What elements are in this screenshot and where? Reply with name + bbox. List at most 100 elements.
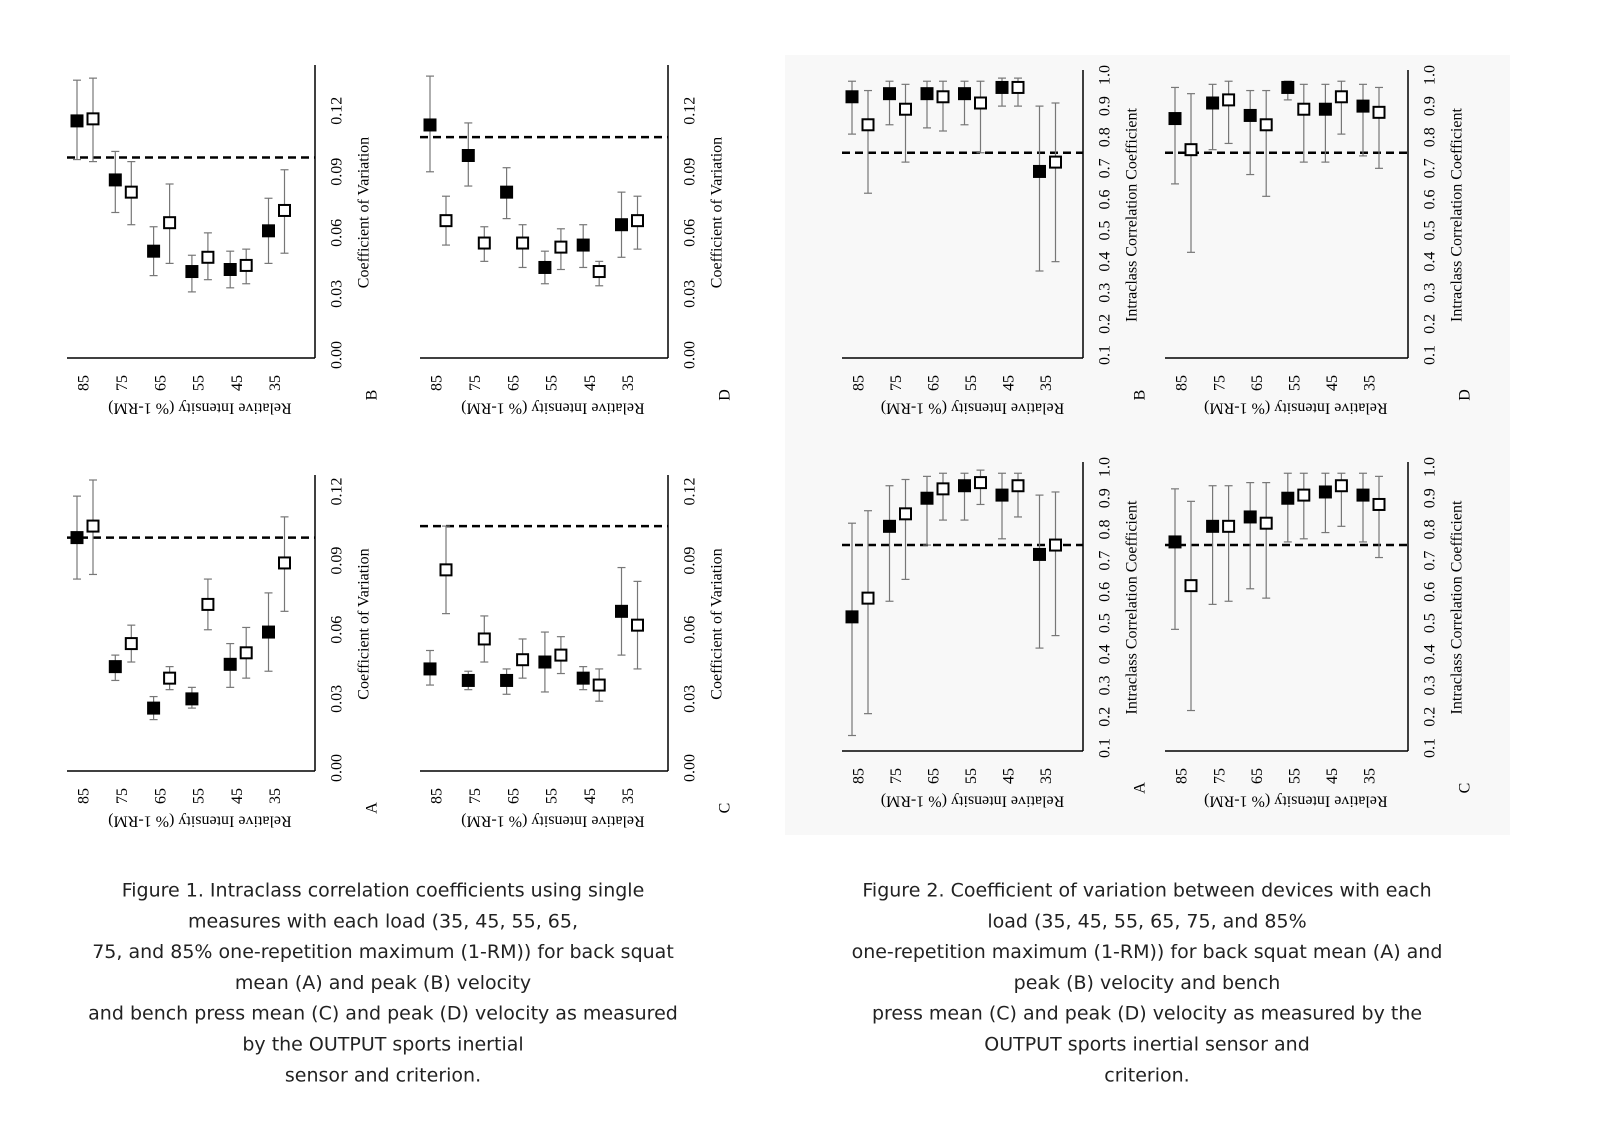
y-axis-title: Coefficient of Variation bbox=[356, 548, 373, 699]
open-square bbox=[239, 258, 253, 272]
open-square bbox=[861, 118, 875, 132]
open-square bbox=[861, 591, 875, 605]
open-square bbox=[899, 507, 912, 521]
x-tick-label: 85 bbox=[851, 375, 868, 391]
caption-line: one-repetition maximum (1-RM)) for back … bbox=[852, 941, 1443, 963]
open-square bbox=[477, 632, 491, 646]
x-tick-label: 35 bbox=[1362, 768, 1379, 784]
filled-square bbox=[845, 90, 859, 104]
filled-square bbox=[1281, 80, 1295, 94]
filled-square bbox=[958, 87, 971, 101]
y-tick-label: 0.7 bbox=[1422, 551, 1439, 571]
y-tick-label: 0.6 bbox=[1097, 189, 1114, 209]
filled-square bbox=[1033, 547, 1046, 561]
open-square bbox=[1049, 538, 1062, 552]
x-tick-label: 45 bbox=[229, 375, 246, 391]
x-tick-label: 65 bbox=[926, 768, 943, 784]
caption-line: OUTPUT sports inertial sensor and bbox=[984, 1034, 1310, 1056]
filled-square bbox=[223, 657, 237, 671]
open-square bbox=[163, 671, 177, 685]
x-tick-label: 85 bbox=[76, 788, 93, 804]
x-tick-label: 75 bbox=[888, 768, 905, 784]
filled-square bbox=[262, 625, 275, 639]
y-tick-label: 0.03 bbox=[682, 685, 699, 713]
y-tick-label: 0.8 bbox=[1422, 127, 1439, 147]
y-tick-label: 0.03 bbox=[682, 280, 699, 308]
y-tick-label: 0.1 bbox=[1097, 738, 1114, 758]
y-axis-title: Coefficient of Variation bbox=[356, 137, 373, 288]
x-tick-label: 85 bbox=[1174, 768, 1191, 784]
x-tick-label: 55 bbox=[1286, 375, 1303, 391]
open-square bbox=[1297, 102, 1311, 116]
filled-square bbox=[615, 218, 628, 232]
filled-square bbox=[920, 491, 934, 505]
open-square bbox=[1259, 516, 1273, 530]
open-square bbox=[516, 236, 530, 250]
filled-square bbox=[538, 655, 552, 669]
y-tick-label: 0.5 bbox=[1422, 221, 1439, 241]
x-tick-label: 85 bbox=[429, 375, 446, 391]
x-tick-label: 55 bbox=[1286, 768, 1303, 784]
open-square bbox=[1297, 488, 1311, 502]
x-tick-label: 65 bbox=[1249, 375, 1266, 391]
x-tick-label: 45 bbox=[1001, 768, 1018, 784]
y-tick-label: 0.9 bbox=[1097, 488, 1114, 508]
y-tick-label: 1.0 bbox=[1097, 457, 1114, 477]
y-tick-label: 0.00 bbox=[329, 754, 346, 782]
x-tick-label: 35 bbox=[620, 788, 637, 804]
y-tick-label: 1.0 bbox=[1422, 457, 1439, 477]
open-square bbox=[163, 216, 177, 230]
y-tick-label: 0.03 bbox=[329, 280, 346, 308]
y-tick-label: 0.00 bbox=[682, 754, 699, 782]
y-tick-label: 0.9 bbox=[1422, 488, 1439, 508]
open-square bbox=[1259, 118, 1273, 132]
figure-2-background bbox=[785, 55, 1510, 835]
x-tick-label: 35 bbox=[267, 375, 284, 391]
x-axis-title: Relative Intensity (% 1-RM) bbox=[461, 399, 645, 416]
x-tick-label: 85 bbox=[1174, 375, 1191, 391]
filled-square bbox=[615, 604, 628, 618]
open-square bbox=[592, 678, 606, 692]
open-square bbox=[516, 653, 530, 667]
y-tick-label: 0.2 bbox=[1422, 314, 1439, 334]
x-tick-label: 45 bbox=[582, 788, 599, 804]
filled-square bbox=[185, 265, 199, 279]
y-tick-label: 0.6 bbox=[1422, 189, 1439, 209]
open-square bbox=[86, 112, 100, 126]
filled-square bbox=[883, 519, 896, 533]
caption-line: 75, and 85% one-repetition maximum (1-RM… bbox=[92, 941, 674, 963]
x-axis-title: Relative Intensity (% 1-RM) bbox=[108, 812, 292, 829]
open-square bbox=[278, 203, 291, 217]
open-square bbox=[86, 519, 100, 533]
caption-line: Figure 1. Intraclass correlation coeffic… bbox=[122, 880, 645, 902]
x-tick-label: 55 bbox=[963, 375, 980, 391]
y-tick-label: 0.2 bbox=[1097, 314, 1114, 334]
open-square bbox=[631, 618, 644, 632]
y-tick-label: 1.0 bbox=[1097, 65, 1114, 85]
x-tick-label: 35 bbox=[1362, 375, 1379, 391]
panel-label: B bbox=[1132, 390, 1149, 401]
x-tick-label: 35 bbox=[620, 375, 637, 391]
x-axis-title: Relative Intensity (% 1-RM) bbox=[1204, 399, 1388, 416]
panel-label: D bbox=[717, 389, 734, 401]
caption-line: mean (A) and peak (B) velocity bbox=[235, 972, 531, 994]
filled-square bbox=[995, 488, 1009, 502]
filled-square bbox=[1318, 485, 1332, 499]
open-square bbox=[1372, 497, 1386, 511]
y-tick-label: 0.06 bbox=[682, 616, 699, 644]
filled-square bbox=[576, 238, 590, 252]
y-tick-label: 0.3 bbox=[1097, 283, 1114, 303]
y-tick-label: 0.7 bbox=[1097, 551, 1114, 571]
open-square bbox=[1222, 519, 1236, 533]
filled-square bbox=[423, 662, 437, 676]
y-tick-label: 0.5 bbox=[1097, 221, 1114, 241]
filled-square bbox=[1168, 535, 1182, 549]
y-tick-label: 0.09 bbox=[682, 158, 699, 186]
x-tick-label: 65 bbox=[1249, 768, 1266, 784]
x-tick-label: 75 bbox=[1211, 768, 1228, 784]
y-tick-label: 0.12 bbox=[329, 97, 346, 125]
caption-line: and bench press mean (C) and peak (D) ve… bbox=[88, 1003, 678, 1025]
y-tick-label: 0.6 bbox=[1422, 582, 1439, 602]
open-square bbox=[936, 482, 950, 496]
